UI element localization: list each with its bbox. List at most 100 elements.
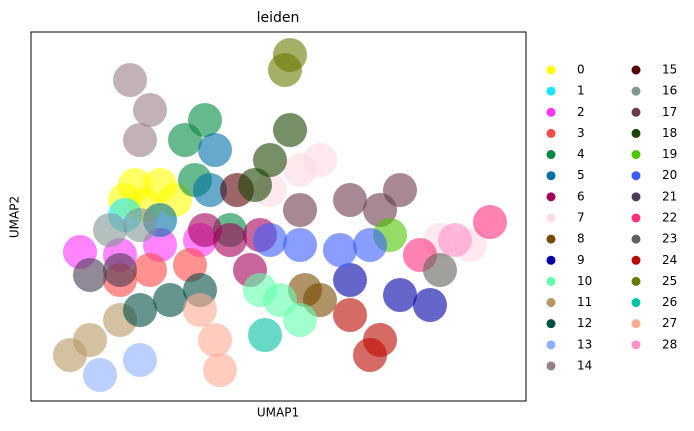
cluster-point [303,143,337,177]
legend-label: 14 [577,358,592,372]
legend-label: 22 [662,210,677,224]
cluster-point [253,143,287,177]
cluster-point [188,103,222,137]
legend-label: 8 [577,232,585,246]
legend: 0123456789101112131415161718192021222324… [546,63,677,372]
legend-marker [546,107,556,117]
legend-label: 9 [577,253,585,267]
legend-label: 1 [577,84,585,98]
cluster-point [198,133,232,167]
legend-label: 19 [662,147,677,161]
cluster-point [183,293,217,327]
cluster-point [423,253,457,287]
plot-area [53,38,507,392]
cluster-point [383,278,417,312]
cluster-point [103,253,137,287]
legend-marker [631,171,641,181]
legend-label: 15 [662,63,677,77]
legend-marker [631,213,641,223]
legend-label: 27 [662,316,677,330]
cluster-point [133,253,167,287]
legend-label: 13 [577,337,592,351]
legend-marker [546,65,556,75]
cluster-point [353,338,387,372]
cluster-point [93,213,127,247]
cluster-point [193,173,227,207]
legend-marker [546,298,556,308]
cluster-point [333,298,367,332]
cluster-point [323,233,357,267]
cluster-point [438,223,472,257]
legend-label: 25 [662,274,677,288]
cluster-point [283,193,317,227]
legend-marker [546,255,556,265]
legend-marker [631,340,641,350]
cluster-point [283,303,317,337]
y-axis-label: UMAP2 [8,196,22,238]
legend-label: 12 [577,316,592,330]
legend-marker [546,171,556,181]
legend-label: 7 [577,210,585,224]
legend-marker [631,128,641,138]
cluster-point [123,123,157,157]
legend-label: 2 [577,105,585,119]
cluster-point [273,38,307,72]
legend-label: 21 [662,189,677,203]
legend-label: 5 [577,168,585,182]
legend-label: 16 [662,84,677,98]
legend-marker [631,65,641,75]
cluster-point [333,183,367,217]
legend-marker [631,255,641,265]
legend-label: 24 [662,253,677,267]
legend-label: 20 [662,168,677,182]
legend-marker [546,340,556,350]
legend-marker [546,86,556,96]
cluster-point [248,318,282,352]
chart-title: leiden [257,10,300,26]
legend-label: 0 [577,63,585,77]
axes-frame [30,31,527,402]
cluster-point [333,263,367,297]
legend-marker [631,234,641,244]
legend-marker [546,319,556,329]
cluster-point [243,273,277,307]
cluster-point [153,283,187,317]
legend-marker [546,234,556,244]
legend-label: 10 [577,274,592,288]
cluster-point [73,258,107,292]
cluster-point [473,205,507,239]
legend-label: 18 [662,126,677,140]
legend-label: 3 [577,126,585,140]
cluster-point [123,208,157,242]
legend-marker [546,361,556,371]
cluster-point [253,223,287,257]
cluster-point [413,288,447,322]
legend-label: 17 [662,105,677,119]
cluster-point [238,168,272,202]
legend-label: 28 [662,337,677,351]
legend-label: 23 [662,232,677,246]
legend-marker [546,128,556,138]
legend-label: 4 [577,147,585,161]
legend-marker [631,107,641,117]
cluster-point [203,353,237,387]
cluster-point [353,228,387,262]
legend-marker [631,150,641,160]
cluster-point [188,213,222,247]
legend-marker [546,192,556,202]
legend-marker [631,192,641,202]
legend-label: 11 [577,295,592,309]
cluster-point [133,93,167,127]
cluster-point [83,358,117,392]
cluster-point [273,113,307,147]
legend-marker [631,319,641,329]
legend-marker [546,276,556,286]
x-axis-label: UMAP1 [257,406,299,420]
cluster-point [283,228,317,262]
legend-label: 6 [577,189,585,203]
legend-marker [546,150,556,160]
legend-label: 26 [662,295,677,309]
cluster-point [123,293,157,327]
cluster-point [53,338,87,372]
legend-marker [546,213,556,223]
